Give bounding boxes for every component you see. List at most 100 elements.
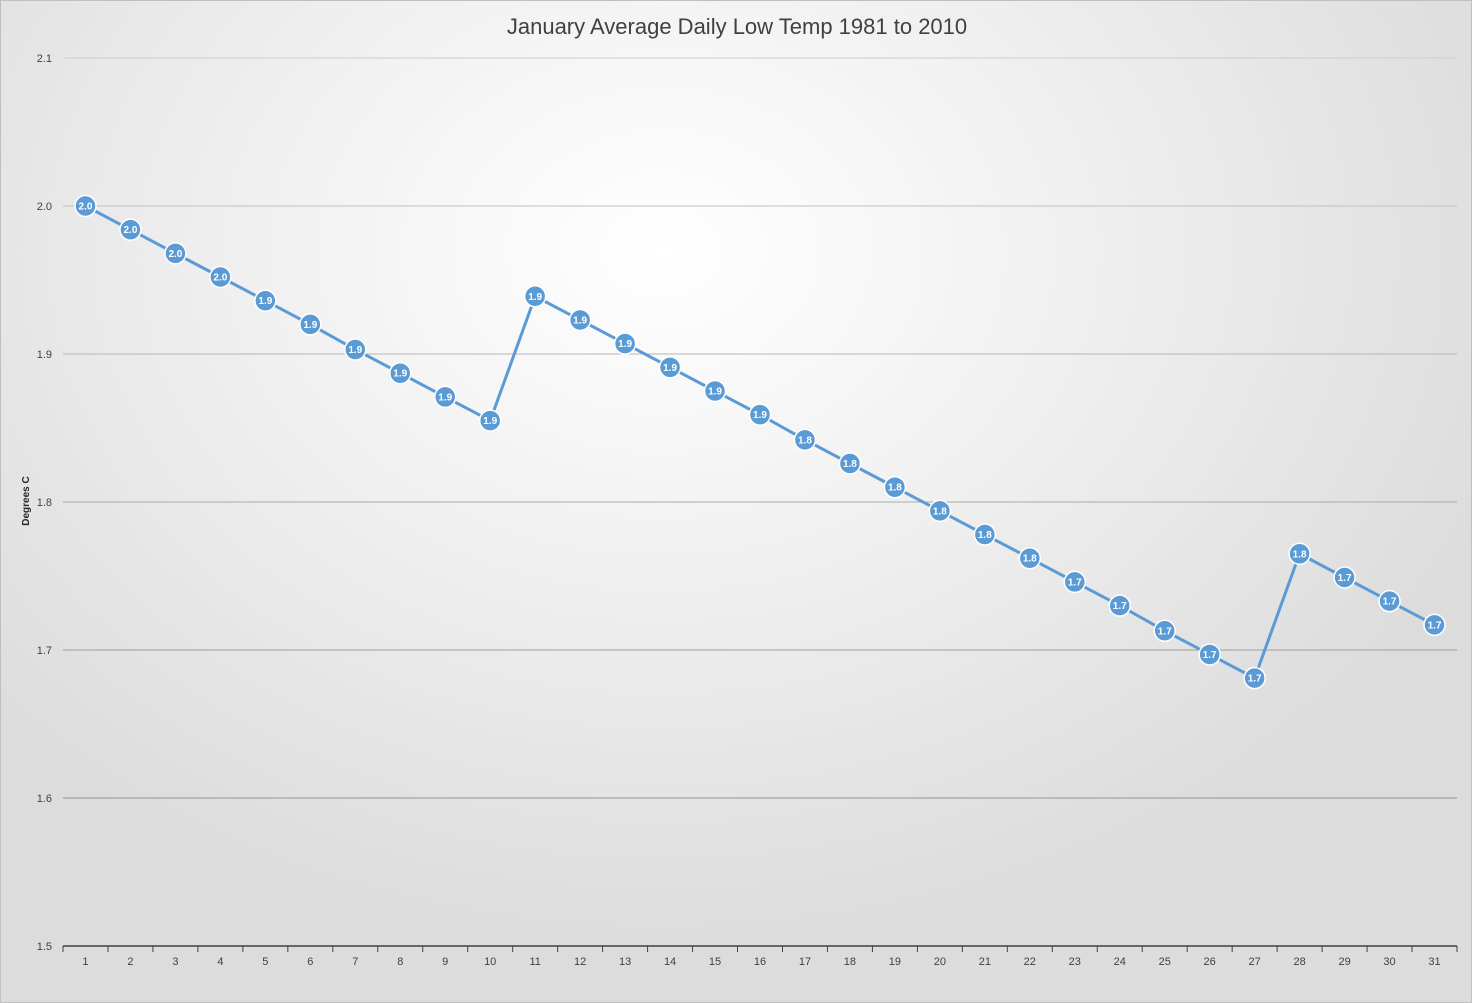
data-point-marker: [344, 338, 367, 361]
data-label: 1.8: [798, 435, 812, 446]
data-point-marker: [568, 308, 592, 332]
x-tick-label: 18: [844, 956, 856, 968]
y-tick-label: 1.9: [37, 349, 52, 361]
x-tick-label: 29: [1338, 956, 1350, 968]
data-point-marker: [928, 499, 952, 523]
data-point-marker: [748, 403, 772, 426]
data-point-marker: [1018, 546, 1042, 570]
y-tick-label: 2.1: [37, 53, 52, 65]
x-tick-label: 17: [799, 956, 811, 968]
data-point-marker: [1333, 566, 1356, 589]
data-label: 2.0: [213, 273, 227, 284]
data-point-marker: [838, 452, 862, 475]
data-point-marker: [1288, 542, 1311, 566]
data-point-marker: [1378, 589, 1401, 613]
data-point-marker: [254, 289, 277, 312]
x-tick-label: 3: [172, 956, 178, 968]
data-label: 2.0: [168, 249, 182, 260]
y-tick-label: 1.6: [37, 793, 52, 805]
x-tick-label: 24: [1114, 956, 1126, 968]
x-tick-label: 1: [82, 956, 88, 968]
x-tick-label: 28: [1293, 956, 1305, 968]
x-tick-label: 6: [307, 956, 313, 968]
data-label: 1.7: [1158, 626, 1172, 637]
x-tick-label: 8: [397, 956, 403, 968]
data-point-marker: [389, 361, 412, 385]
x-tick-label: 30: [1383, 956, 1395, 968]
data-label: 1.9: [708, 387, 722, 398]
x-tick-label: 20: [934, 956, 946, 968]
data-point-marker: [1198, 643, 1221, 666]
data-point-marker: [703, 379, 727, 403]
data-point-marker: [1243, 666, 1266, 690]
data-label: 1.7: [1203, 650, 1217, 661]
x-tick-label: 19: [889, 956, 901, 968]
x-tick-label: 7: [352, 956, 358, 968]
data-point-marker: [74, 194, 97, 218]
series-line-group: [84, 204, 1436, 680]
y-tick-label: 1.5: [37, 941, 52, 953]
data-label: 1.9: [393, 369, 407, 380]
data-point-marker: [164, 242, 187, 265]
data-point-marker: [973, 523, 997, 546]
x-tick-label: 2: [127, 956, 133, 968]
data-label: 1.8: [1023, 554, 1037, 565]
y-axis-label: Degrees C: [21, 476, 32, 525]
x-tick-label: 27: [1249, 956, 1261, 968]
data-point-marker: [1063, 570, 1087, 594]
data-point-marker: [433, 385, 457, 409]
data-point-marker: [299, 313, 322, 336]
data-point-marker: [478, 409, 502, 432]
data-label: 1.7: [1068, 577, 1082, 588]
x-tick-label: 11: [529, 956, 540, 968]
x-axis: [62, 945, 1458, 952]
data-label: 1.9: [753, 410, 767, 421]
x-tick-label: 9: [442, 956, 448, 968]
data-point-marker: [658, 356, 682, 379]
data-label: 1.7: [1428, 620, 1442, 631]
data-point-marker: [1108, 594, 1131, 617]
data-point-marker: [793, 428, 817, 452]
data-label: 2.0: [79, 202, 93, 213]
data-label: 1.9: [528, 292, 542, 303]
data-label: 1.7: [1383, 597, 1397, 608]
data-label: 1.8: [888, 483, 902, 494]
x-tick-label: 15: [709, 956, 721, 968]
data-label: 1.7: [1338, 573, 1352, 584]
data-label: 1.9: [258, 296, 272, 307]
x-tick-label: 31: [1428, 956, 1440, 968]
x-tick-label: 10: [484, 956, 496, 968]
x-tick-label: 16: [754, 956, 766, 968]
x-tick-label: 12: [574, 956, 586, 968]
data-label: 1.9: [438, 392, 452, 403]
x-tick-label: 13: [619, 956, 631, 968]
data-label: 1.7: [1113, 601, 1127, 612]
gridlines: [63, 57, 1457, 799]
x-tick-label: 14: [664, 956, 676, 968]
series-line: [84, 204, 1436, 680]
data-label: 1.8: [933, 506, 947, 517]
data-label: 1.9: [483, 416, 497, 427]
y-tick-label: 1.7: [37, 645, 52, 657]
y-tick-label: 1.8: [37, 497, 52, 509]
data-label: 1.8: [1293, 549, 1307, 560]
data-label: 1.9: [348, 345, 362, 356]
data-point-marker: [119, 218, 142, 241]
data-point-marker: [883, 475, 907, 499]
data-label: 1.8: [843, 459, 857, 470]
data-point-marker: [1153, 619, 1176, 643]
x-tick-label: 5: [262, 956, 268, 968]
x-tick-label: 21: [979, 956, 991, 968]
chart-title: January Average Daily Low Temp 1981 to 2…: [507, 14, 967, 39]
data-points: 2.0 2.0 2.0 2.0 1.9 1.9 1.9 1.9 1.9 1.9 1.9 1.9 1.9 1…: [74, 194, 1446, 690]
data-point-marker: [209, 265, 232, 289]
data-label: 2.0: [123, 225, 137, 236]
data-point-marker: [523, 285, 547, 308]
x-axis-ticks: 1 2 3 4 5 6 7 8 9 10 11 12 13 14 15 16 17 18 19 20 21 22 23 24 2…: [82, 956, 1440, 968]
data-label: 1.9: [573, 315, 587, 326]
x-tick-label: 26: [1204, 956, 1216, 968]
y-tick-label: 2.0: [37, 201, 52, 213]
x-tick-label: 22: [1024, 956, 1036, 968]
